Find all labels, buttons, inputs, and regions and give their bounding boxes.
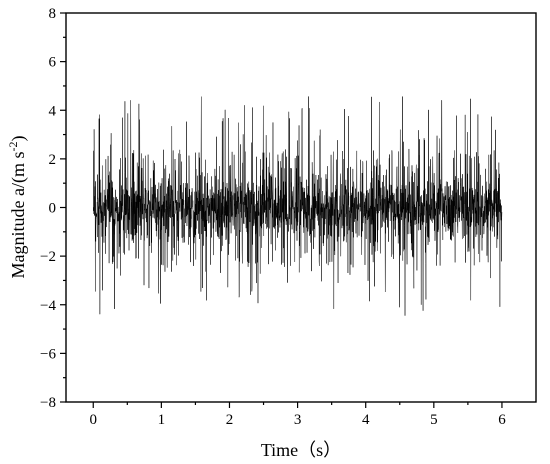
y-axis-title: Magnitude a/(m s-2): [6, 136, 29, 279]
x-tick-label: 6: [498, 412, 506, 428]
y-tick-label: 0: [49, 201, 57, 217]
x-tick-label: 0: [89, 412, 97, 428]
y-tick-label: −4: [40, 298, 56, 314]
y-tick-label: −6: [40, 346, 56, 362]
x-axis-title: Time（s）: [261, 440, 341, 460]
x-tick-label: 1: [158, 412, 166, 428]
axis-ticks: 0 1 2 3 4 5 6 −8 −6 −4 −2 0 2 4 6 8: [40, 6, 506, 428]
y-tick-label: −8: [40, 395, 56, 411]
x-tick-label: 3: [294, 412, 302, 428]
x-tick-label: 5: [430, 412, 438, 428]
y-tick-label: −2: [40, 249, 56, 265]
y-tick-label: 2: [49, 152, 57, 168]
y-tick-label: 8: [49, 6, 57, 22]
signal-series: [93, 96, 503, 316]
x-tick-label: 4: [362, 412, 370, 428]
y-tick-label: 6: [49, 55, 57, 71]
signal-line: [93, 96, 503, 316]
y-tick-label: 4: [49, 103, 57, 119]
x-tick-label: 2: [226, 412, 234, 428]
